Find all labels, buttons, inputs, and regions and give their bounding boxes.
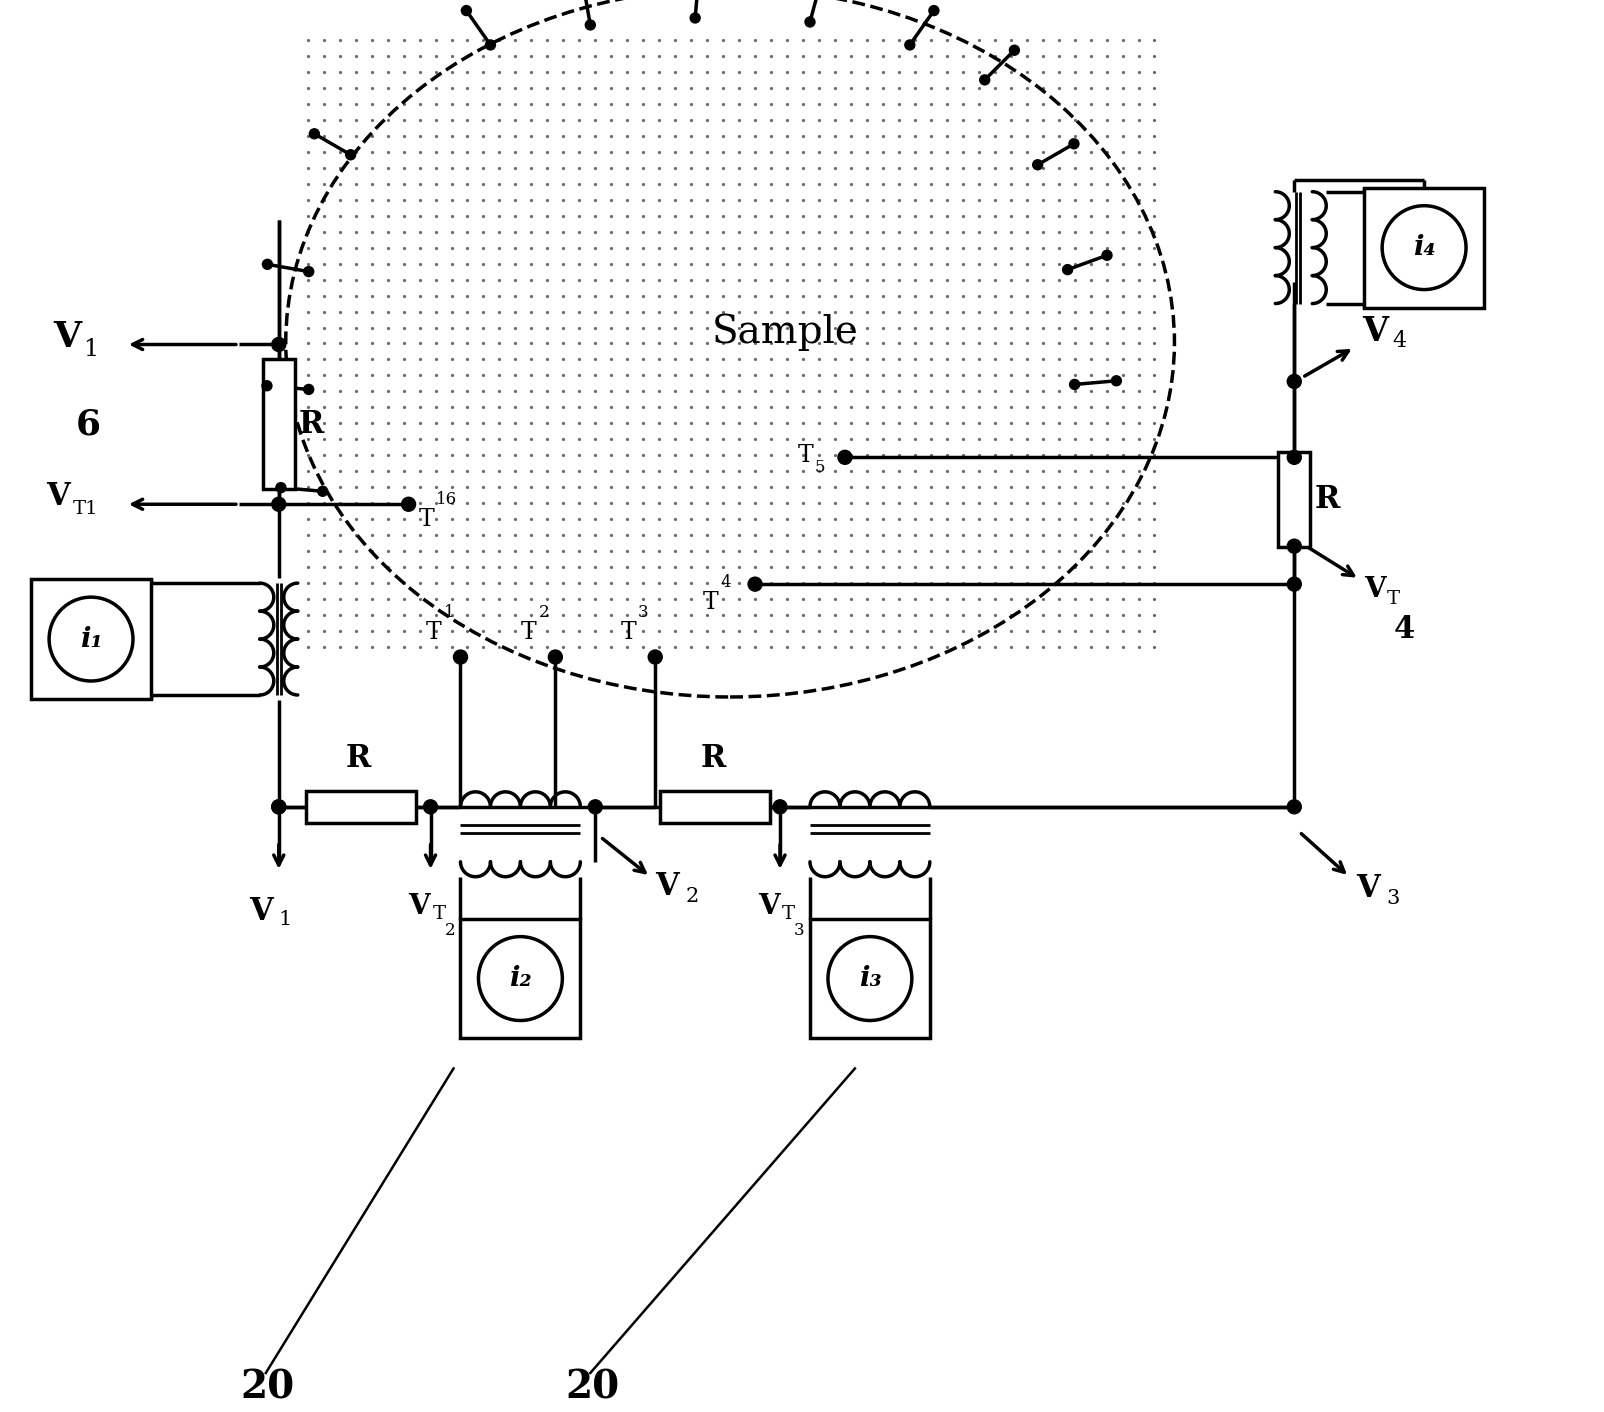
Circle shape: [747, 578, 762, 592]
Text: V: V: [759, 894, 780, 921]
Text: 2: 2: [685, 887, 698, 905]
Bar: [1363, 188, 1484, 308]
Circle shape: [589, 799, 602, 813]
Circle shape: [478, 936, 563, 1021]
Circle shape: [462, 6, 472, 16]
Text: R: R: [1314, 484, 1339, 515]
Text: 1: 1: [444, 604, 454, 621]
Text: T: T: [799, 443, 813, 467]
Text: T1: T1: [74, 500, 98, 518]
Text: i₁: i₁: [80, 626, 103, 652]
Circle shape: [1288, 450, 1301, 465]
Circle shape: [1070, 380, 1079, 390]
Text: T: T: [425, 621, 441, 644]
Text: 1: 1: [83, 339, 98, 361]
Text: i₄: i₄: [1413, 234, 1436, 261]
Circle shape: [690, 13, 701, 23]
Circle shape: [980, 75, 990, 85]
Text: i₃: i₃: [858, 964, 881, 993]
Circle shape: [1288, 539, 1301, 554]
Circle shape: [318, 486, 327, 496]
Text: i₂: i₂: [508, 964, 531, 993]
Text: V: V: [1357, 873, 1379, 904]
Circle shape: [1383, 206, 1466, 289]
Text: 4: 4: [1392, 330, 1407, 353]
Text: V: V: [654, 871, 678, 902]
Circle shape: [805, 17, 815, 27]
Circle shape: [1288, 374, 1301, 388]
Circle shape: [585, 20, 595, 30]
Text: R: R: [298, 409, 324, 441]
Text: V: V: [47, 480, 71, 511]
Text: T: T: [520, 621, 536, 644]
Text: 16: 16: [436, 491, 457, 508]
Text: Sample: Sample: [712, 313, 858, 352]
Text: T: T: [433, 905, 446, 922]
Text: T: T: [783, 905, 796, 922]
Circle shape: [271, 497, 286, 511]
Circle shape: [50, 597, 133, 681]
Text: 4: 4: [720, 575, 731, 592]
Circle shape: [1033, 160, 1043, 169]
Text: R: R: [701, 743, 725, 774]
Text: 3: 3: [1386, 888, 1400, 908]
Text: 3: 3: [794, 922, 805, 939]
Circle shape: [837, 450, 852, 465]
Circle shape: [271, 337, 286, 352]
Circle shape: [1112, 376, 1121, 385]
Circle shape: [905, 40, 914, 49]
Circle shape: [454, 650, 467, 664]
Text: 2: 2: [539, 604, 549, 621]
Circle shape: [648, 650, 662, 664]
Circle shape: [346, 150, 356, 160]
Circle shape: [310, 128, 319, 138]
Text: V: V: [1362, 315, 1387, 347]
Circle shape: [549, 650, 563, 664]
Bar: [810, 919, 930, 1038]
Circle shape: [263, 260, 273, 270]
Text: T: T: [621, 621, 637, 644]
Text: 3: 3: [638, 604, 650, 621]
Text: 20: 20: [241, 1370, 295, 1406]
Bar: [661, 791, 770, 823]
Circle shape: [401, 497, 415, 511]
Bar: [30, 579, 151, 699]
Text: T: T: [703, 590, 719, 614]
Circle shape: [303, 384, 314, 394]
Text: 6: 6: [75, 408, 101, 442]
Text: 20: 20: [565, 1370, 619, 1406]
Bar: [306, 791, 415, 823]
Circle shape: [828, 936, 911, 1021]
Text: 4: 4: [1394, 614, 1415, 645]
Circle shape: [423, 799, 438, 813]
Text: V: V: [249, 897, 273, 928]
Circle shape: [486, 40, 496, 49]
Text: T: T: [1387, 590, 1400, 609]
Circle shape: [303, 267, 314, 277]
Text: R: R: [346, 743, 371, 774]
Circle shape: [261, 381, 273, 391]
Circle shape: [1062, 264, 1073, 274]
Text: 2: 2: [444, 922, 456, 939]
Circle shape: [271, 799, 286, 813]
Circle shape: [929, 6, 938, 16]
Circle shape: [1068, 138, 1079, 148]
Bar: [1278, 452, 1310, 546]
Text: T: T: [419, 508, 435, 531]
Text: 5: 5: [815, 459, 826, 476]
Circle shape: [1288, 578, 1301, 592]
Circle shape: [271, 799, 286, 813]
Text: V: V: [409, 894, 430, 921]
Circle shape: [1102, 250, 1112, 260]
Text: V: V: [53, 319, 82, 353]
Text: 1: 1: [279, 909, 292, 929]
Circle shape: [773, 799, 788, 813]
Text: V: V: [1363, 576, 1386, 603]
Circle shape: [1009, 45, 1020, 55]
Bar: [263, 360, 295, 490]
Circle shape: [1288, 799, 1301, 813]
Circle shape: [276, 483, 286, 493]
Bar: [460, 919, 581, 1038]
